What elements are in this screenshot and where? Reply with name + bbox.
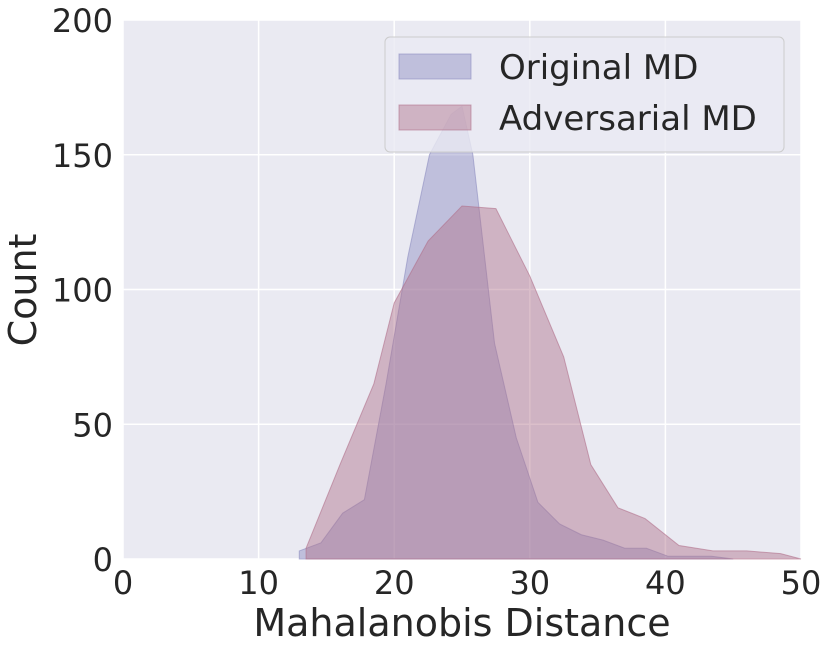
y-tick-label: 150 bbox=[52, 137, 113, 175]
legend-swatch-adversarial bbox=[398, 104, 472, 131]
legend-swatch-original bbox=[398, 53, 472, 80]
adversarial-md-area bbox=[305, 205, 802, 560]
y-tick-label: 100 bbox=[52, 272, 113, 310]
original-md-area bbox=[298, 105, 734, 560]
legend-label-original: Original MD bbox=[499, 48, 698, 88]
legend-box bbox=[384, 36, 785, 153]
x-axis-ticks: 0 10 20 30 40 50 bbox=[113, 564, 822, 602]
legend: Original MD Adversarial MD bbox=[384, 36, 785, 153]
x-tick-label: 40 bbox=[645, 564, 686, 602]
y-axis-label: Count bbox=[1, 234, 45, 347]
x-tick-label: 30 bbox=[509, 564, 550, 602]
x-tick-label: 50 bbox=[781, 564, 822, 602]
x-tick-label: 0 bbox=[113, 564, 133, 602]
series-areas bbox=[298, 105, 802, 560]
y-tick-label: 50 bbox=[72, 406, 113, 444]
legend-label-adversarial: Adversarial MD bbox=[499, 99, 757, 139]
y-tick-label: 200 bbox=[52, 2, 113, 40]
y-axis-ticks: 0 50 100 150 200 bbox=[52, 2, 113, 579]
x-tick-label: 10 bbox=[238, 564, 279, 602]
x-tick-label: 20 bbox=[374, 564, 415, 602]
x-axis-label: Mahalanobis Distance bbox=[253, 601, 670, 645]
y-tick-label: 0 bbox=[93, 541, 113, 579]
